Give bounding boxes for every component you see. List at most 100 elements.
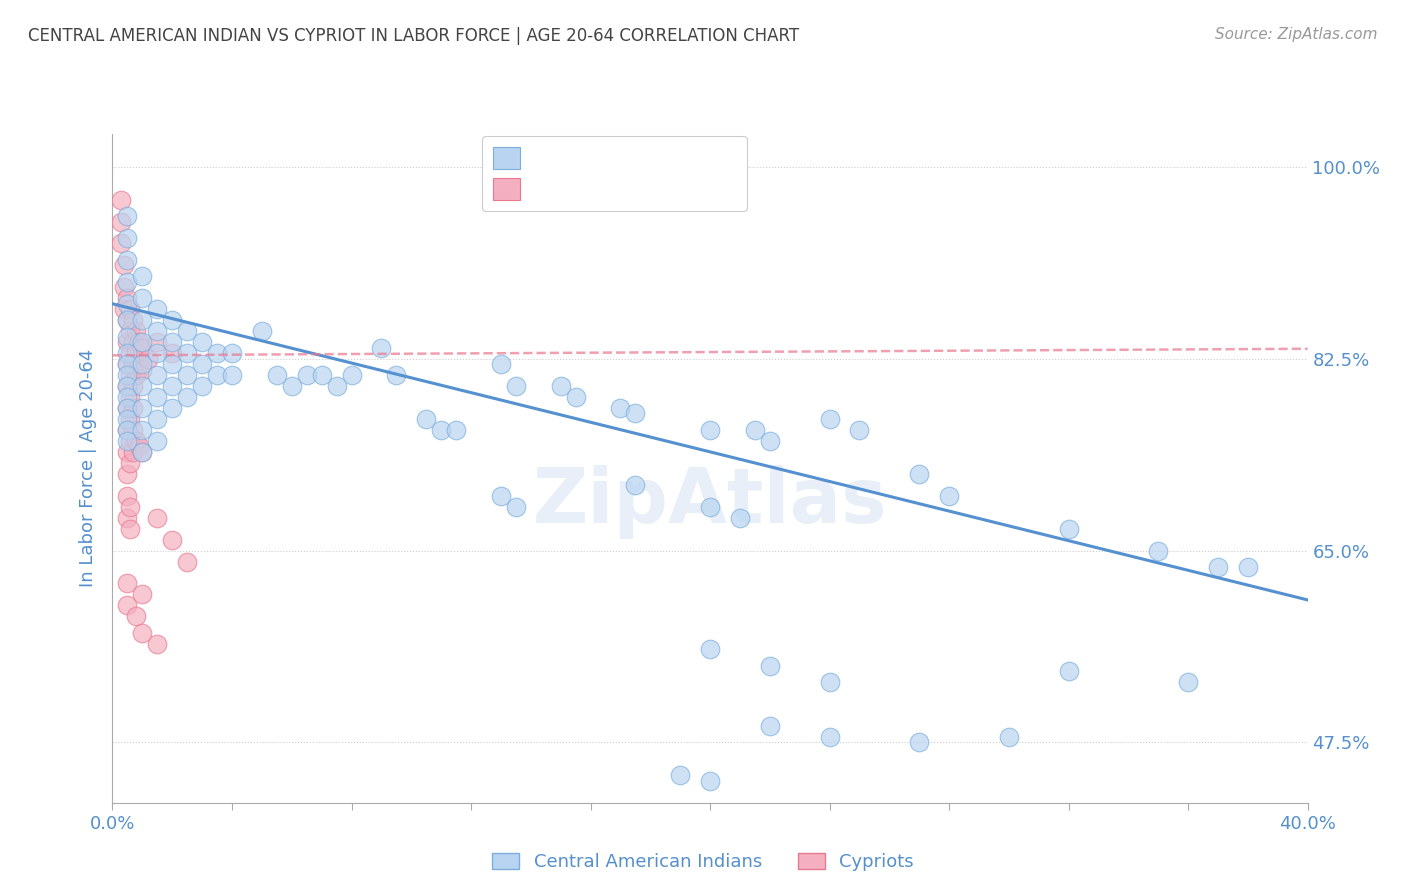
Point (122, 313, 145, 327)
Text: 0.015: 0.015 (558, 171, 616, 190)
Point (122, 335, 145, 350)
Point (131, 379, 153, 393)
Point (176, 324, 198, 338)
Point (415, 412, 437, 426)
Point (370, 341, 392, 355)
Point (1057, 522, 1080, 536)
Point (1177, 675, 1199, 690)
Point (128, 439, 150, 453)
Point (110, 214, 132, 228)
Point (1057, 664, 1080, 678)
Y-axis label: In Labor Force | Age 20-64: In Labor Force | Age 20-64 (79, 349, 97, 588)
Point (146, 390, 169, 404)
Point (1147, 543, 1170, 558)
Point (125, 434, 148, 448)
Point (444, 423, 467, 437)
Point (146, 302, 169, 317)
Point (146, 434, 169, 448)
Point (131, 357, 153, 371)
Point (162, 335, 183, 350)
Point (699, 773, 721, 788)
Point (117, 335, 139, 350)
Point (295, 368, 318, 382)
Point (176, 346, 198, 360)
Point (146, 510, 169, 524)
Point (848, 423, 870, 437)
Point (191, 379, 214, 393)
Text: 56: 56 (697, 171, 723, 190)
Text: N =: N = (626, 148, 678, 166)
Point (146, 335, 169, 350)
Point (131, 291, 153, 305)
Point (117, 401, 139, 415)
Text: R =: R = (489, 171, 527, 190)
Point (131, 445, 153, 459)
Point (117, 423, 139, 437)
Point (117, 329, 139, 343)
Point (138, 351, 160, 366)
Point (122, 379, 145, 393)
Point (125, 324, 148, 338)
Point (117, 489, 139, 503)
Point (117, 423, 139, 437)
Point (131, 625, 153, 640)
Point (120, 412, 142, 426)
Point (205, 346, 228, 360)
Point (162, 313, 183, 327)
Point (117, 379, 139, 393)
Point (125, 368, 148, 382)
Point (818, 675, 841, 690)
Point (117, 357, 139, 371)
Point (117, 368, 139, 382)
Point (131, 269, 153, 284)
Point (117, 231, 139, 245)
Text: R =: R = (489, 148, 527, 166)
Point (205, 368, 228, 382)
Point (117, 357, 139, 371)
Point (699, 642, 721, 657)
Point (114, 259, 135, 273)
Point (122, 357, 145, 371)
Point (117, 401, 139, 415)
Point (128, 357, 150, 371)
Point (125, 346, 148, 360)
Text: 80: 80 (697, 148, 723, 166)
Point (117, 252, 139, 267)
Point (176, 390, 198, 404)
Point (759, 434, 782, 448)
Point (311, 368, 333, 382)
Point (818, 730, 841, 744)
Point (117, 313, 139, 327)
Text: N =: N = (626, 171, 678, 190)
Point (624, 477, 647, 491)
Point (117, 379, 139, 393)
Point (117, 412, 139, 426)
Point (728, 510, 751, 524)
Point (120, 500, 142, 514)
Point (125, 609, 148, 624)
Point (325, 379, 347, 393)
Point (117, 297, 139, 311)
Point (1206, 560, 1229, 574)
Point (938, 489, 960, 503)
Point (998, 730, 1021, 744)
Point (117, 434, 139, 448)
Point (759, 719, 782, 733)
Point (117, 209, 139, 223)
Text: Source: ZipAtlas.com: Source: ZipAtlas.com (1215, 27, 1378, 42)
Legend: Central American Indians, Cypriots: Central American Indians, Cypriots (485, 846, 921, 879)
Point (564, 390, 586, 404)
Text: ZipAtlas: ZipAtlas (533, 465, 887, 539)
Point (162, 357, 183, 371)
Point (505, 379, 527, 393)
Point (699, 500, 721, 514)
Point (117, 599, 139, 613)
Point (191, 335, 214, 350)
Point (117, 313, 139, 327)
Point (281, 379, 304, 393)
Point (908, 467, 931, 481)
Point (191, 357, 214, 371)
Point (162, 401, 183, 415)
Point (131, 423, 153, 437)
Point (146, 637, 169, 651)
